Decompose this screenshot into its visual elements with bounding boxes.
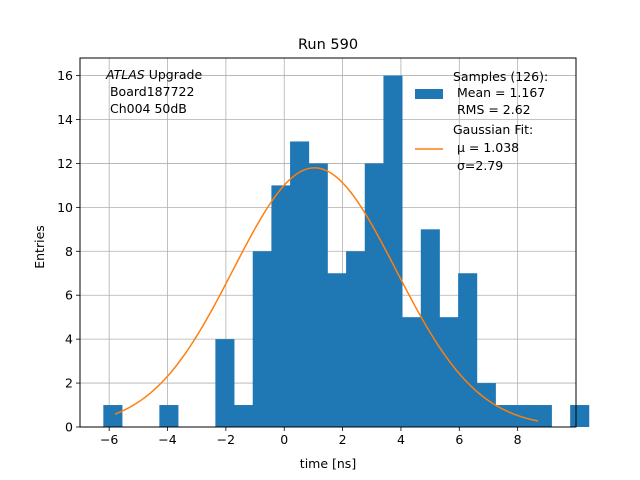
histogram-bar: [364, 163, 384, 427]
histogram-bar: [402, 317, 422, 427]
annotation-upgrade: Upgrade: [145, 67, 203, 82]
histogram-bar: [476, 383, 496, 427]
chart-title: Run 590: [298, 37, 358, 53]
x-tick-label: 4: [397, 432, 405, 447]
legend-samples-swatch: [415, 89, 443, 99]
x-axis-label: time [ns]: [300, 456, 356, 471]
y-tick-label: 2: [65, 376, 73, 391]
x-tick-label: 2: [339, 432, 347, 447]
histogram-bar: [327, 273, 347, 427]
legend-fit-title: Gaussian Fit:: [453, 122, 533, 137]
histogram-bar: [439, 317, 459, 427]
x-tick-label: 8: [514, 432, 522, 447]
histogram-bar: [234, 405, 254, 427]
svg-text:ATLAS Upgrade: ATLAS Upgrade: [105, 67, 202, 82]
legend-fit-sigma: σ=2.79: [453, 158, 503, 173]
y-tick-label: 4: [65, 332, 73, 347]
gaussian-fit-line: [114, 167, 539, 422]
histogram-bar: [159, 405, 179, 427]
x-tick-label: −2: [217, 432, 235, 447]
histogram-bar: [383, 75, 403, 428]
annotation-atlas: ATLAS: [105, 67, 145, 82]
legend-fit-mu: μ = 1.038: [453, 140, 519, 155]
plot-frame: [79, 57, 577, 428]
legend-samples-title: Samples (126):: [453, 69, 548, 84]
histogram-bar: [514, 405, 534, 427]
histogram-bar: [532, 405, 552, 427]
legend-samples-mean: Mean = 1.167: [453, 85, 545, 100]
x-tick-label: −4: [158, 432, 176, 447]
histogram-bar: [570, 405, 590, 427]
x-tick-label: −6: [100, 432, 118, 447]
histogram-bar: [103, 405, 123, 427]
x-tick-label: 0: [280, 432, 288, 447]
annotation-board: Board187722: [106, 84, 194, 99]
legend: Samples (126): Mean = 1.167 RMS = 2.62 G…: [415, 69, 548, 173]
annotation-channel: Ch004 50dB: [106, 101, 187, 116]
y-tick-label: 16: [57, 68, 73, 83]
histogram-bar: [290, 141, 310, 427]
histogram-bar: [495, 405, 515, 427]
histogram-bar: [346, 251, 366, 427]
y-tick-label: 0: [65, 420, 73, 435]
y-tick-label: 8: [65, 244, 73, 259]
histogram-bar: [458, 273, 478, 427]
x-axis-ticks: −6 −4 −2 0 2 4 6 8: [100, 427, 522, 447]
histogram-bar: [215, 339, 235, 427]
histogram-bar: [252, 251, 272, 427]
histogram-bar: [271, 185, 291, 427]
histogram-bar: [420, 229, 440, 427]
y-tick-label: 6: [65, 288, 73, 303]
y-axis-label: Entries: [32, 225, 47, 269]
atlas-annotation: ATLAS Upgrade Board187722 Ch004 50dB: [105, 67, 202, 116]
histogram-bars: [103, 75, 590, 428]
x-tick-label: 6: [455, 432, 463, 447]
y-tick-label: 12: [57, 156, 73, 171]
legend-samples-rms: RMS = 2.62: [453, 102, 531, 117]
y-tick-label: 14: [57, 112, 73, 127]
y-tick-label: 10: [57, 200, 73, 215]
y-axis-ticks: 0 2 4 6 8 10 12 14 16: [57, 68, 80, 435]
histogram-bar: [308, 163, 328, 427]
